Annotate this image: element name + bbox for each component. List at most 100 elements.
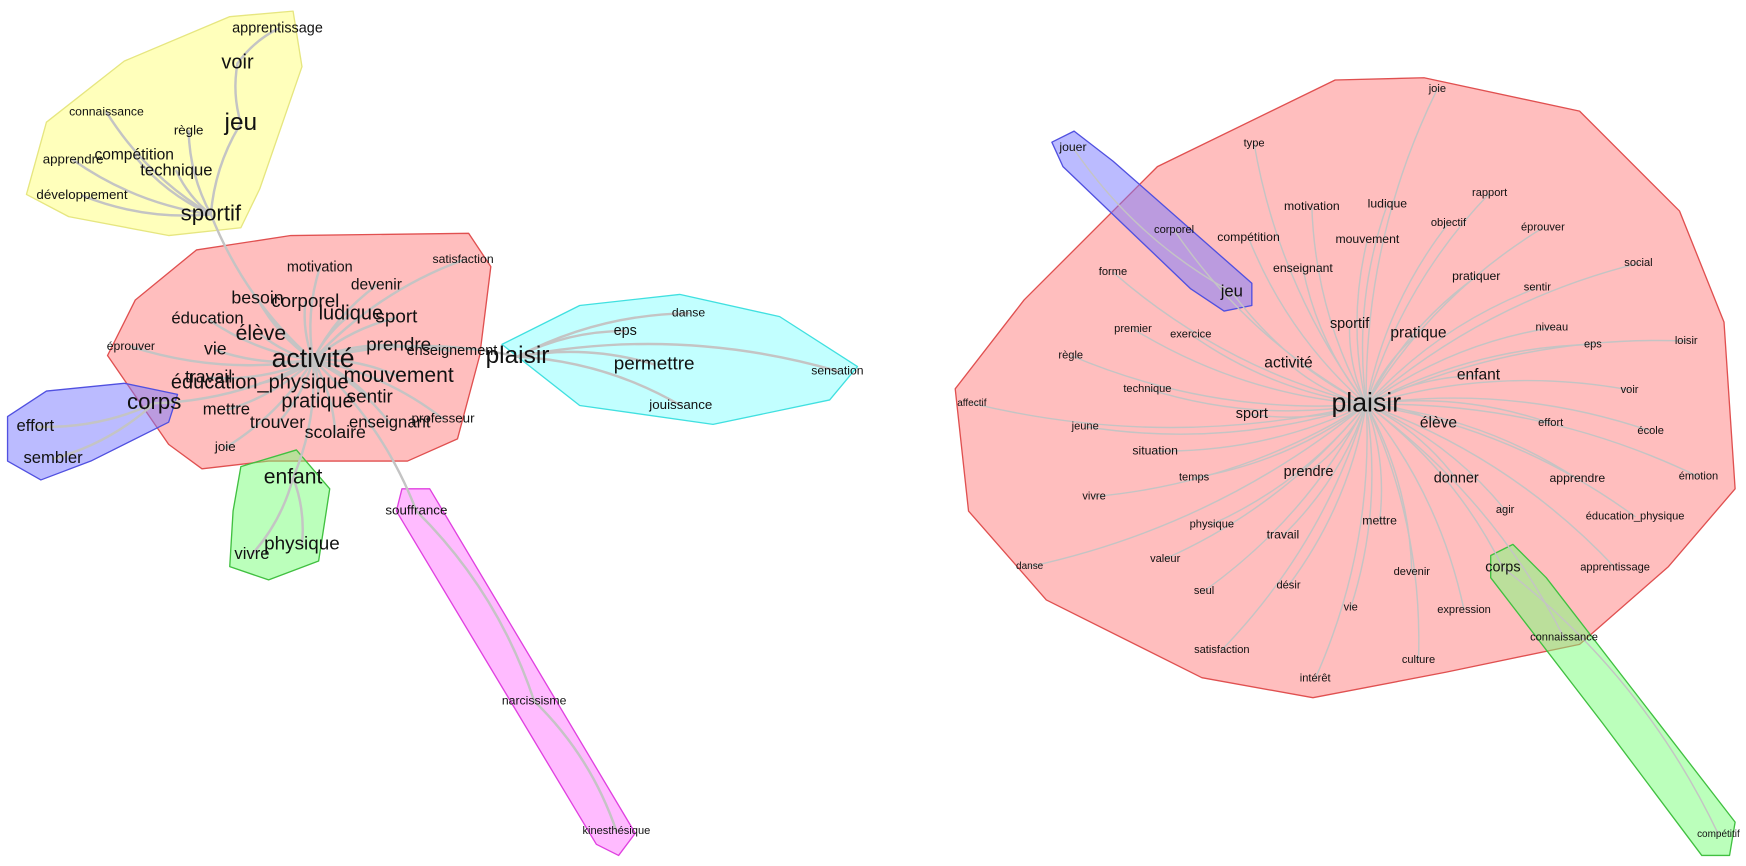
node-label: corporel bbox=[1154, 224, 1194, 236]
edge bbox=[311, 358, 445, 421]
node-label: compétition bbox=[1217, 230, 1279, 244]
node-label: règle bbox=[174, 123, 204, 138]
node-label: culture bbox=[1402, 654, 1435, 666]
node-label: ludique bbox=[1368, 197, 1408, 211]
edge bbox=[1164, 403, 1367, 560]
node-label: éducation_physique bbox=[171, 372, 349, 394]
edge bbox=[34, 402, 156, 429]
node-label: eps bbox=[1584, 338, 1602, 350]
node-label: connaissance bbox=[69, 104, 144, 118]
node-label: sport bbox=[1236, 406, 1268, 422]
edge bbox=[291, 476, 304, 546]
node-label: valeur bbox=[1150, 553, 1181, 565]
edge bbox=[1247, 237, 1367, 406]
cluster-yellow bbox=[25, 10, 303, 237]
node-label: vivre bbox=[1082, 491, 1105, 503]
node-label: sportif bbox=[1330, 316, 1370, 332]
edge bbox=[209, 122, 243, 216]
node-label: temps bbox=[1179, 472, 1210, 484]
node-label: enseignant bbox=[349, 413, 431, 432]
node-label: rapport bbox=[1472, 187, 1507, 199]
node-label: sport bbox=[375, 307, 418, 328]
node-label: permettre bbox=[614, 353, 695, 374]
node-label: voir bbox=[1621, 384, 1639, 396]
node-label: social bbox=[1624, 257, 1652, 269]
node-label: seul bbox=[1194, 585, 1214, 597]
edge bbox=[224, 358, 315, 449]
edge bbox=[1349, 403, 1373, 609]
node-label: enfant bbox=[264, 465, 323, 488]
node-label: jeu bbox=[1220, 282, 1243, 301]
edge bbox=[71, 158, 213, 216]
edge bbox=[516, 342, 839, 373]
node-label: prendre bbox=[366, 334, 431, 355]
edge bbox=[309, 266, 321, 362]
node-label: jouer bbox=[1058, 140, 1086, 154]
edge bbox=[1365, 403, 1506, 511]
node-label: type bbox=[1244, 137, 1265, 149]
edge bbox=[415, 509, 536, 703]
node-label: scolaire bbox=[305, 422, 366, 442]
edge bbox=[209, 213, 315, 362]
node-label: corps bbox=[1485, 560, 1520, 576]
edge bbox=[311, 316, 398, 362]
edge bbox=[1365, 343, 1594, 406]
edge bbox=[1084, 403, 1367, 435]
node-label: activité bbox=[1264, 354, 1312, 371]
edge bbox=[206, 317, 315, 362]
edge bbox=[1365, 403, 1420, 661]
edge bbox=[1365, 403, 1465, 611]
node-label: jouissance bbox=[648, 397, 712, 412]
edge bbox=[1072, 147, 1233, 293]
edge bbox=[1173, 229, 1367, 406]
edge bbox=[311, 258, 465, 362]
node-label: corporel bbox=[271, 291, 339, 312]
node-label: situation bbox=[1132, 443, 1178, 457]
node-label: motivation bbox=[1284, 199, 1340, 213]
node-label: expression bbox=[1437, 604, 1491, 616]
edge bbox=[1282, 403, 1367, 537]
edge bbox=[132, 154, 213, 216]
edge bbox=[1365, 379, 1631, 406]
edge bbox=[1361, 203, 1389, 406]
node-label: devenir bbox=[351, 277, 402, 294]
node-label: apprentissage bbox=[232, 21, 323, 37]
node-label: éprouver bbox=[107, 339, 155, 353]
cluster-blue bbox=[1051, 130, 1253, 312]
node-label: donner bbox=[1434, 471, 1479, 487]
edge bbox=[1203, 403, 1367, 592]
node-label: objectif bbox=[1431, 217, 1467, 229]
edge bbox=[311, 358, 391, 425]
edge bbox=[1365, 403, 1616, 569]
node-label: éducation_physique bbox=[1586, 511, 1685, 523]
edge bbox=[214, 348, 315, 364]
edge bbox=[1070, 354, 1367, 407]
edge bbox=[1221, 403, 1367, 651]
node-label: éprouver bbox=[1521, 222, 1565, 234]
node-label: technique bbox=[1123, 383, 1171, 395]
node-label: apprendre bbox=[1549, 471, 1605, 485]
cluster-blue bbox=[6, 382, 179, 481]
edge bbox=[80, 194, 213, 217]
edge bbox=[1311, 205, 1367, 406]
edge bbox=[1314, 403, 1368, 680]
edge bbox=[1356, 239, 1369, 406]
node-label: premier bbox=[1114, 323, 1152, 335]
node-label: émotion bbox=[1679, 471, 1718, 483]
node-label: sensation bbox=[811, 363, 863, 377]
edge bbox=[1365, 403, 1383, 522]
edge bbox=[236, 27, 279, 65]
node-label: développement bbox=[36, 187, 127, 202]
edge bbox=[1146, 388, 1367, 412]
node-label: souffrance bbox=[385, 503, 447, 518]
edge bbox=[276, 358, 315, 425]
node-label: enseignant bbox=[1273, 261, 1333, 275]
node-label: mettre bbox=[1362, 513, 1397, 527]
edge bbox=[1365, 403, 1700, 478]
node-label: affectif bbox=[957, 398, 986, 409]
edge bbox=[225, 358, 315, 412]
node-label: travail bbox=[1267, 528, 1300, 542]
cluster-pink bbox=[395, 488, 636, 857]
edge bbox=[1365, 262, 1640, 406]
